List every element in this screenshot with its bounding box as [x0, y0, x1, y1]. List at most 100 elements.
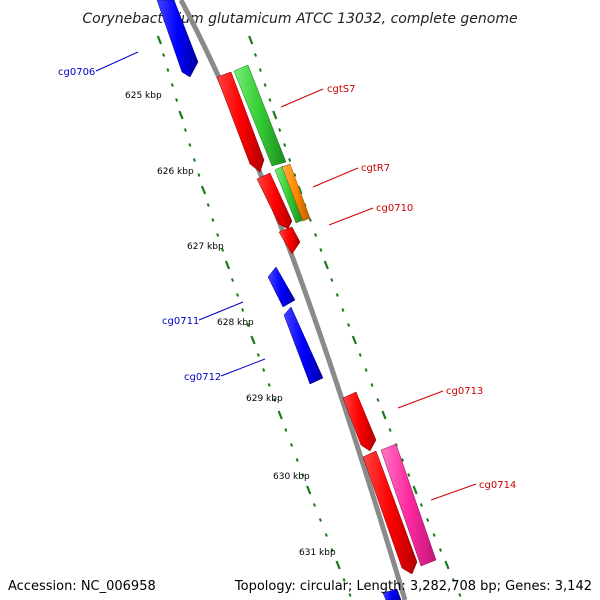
gene-labels: cg0706 cgtS7 cgtR7 cg0710 cg0711 cg0712 … — [58, 67, 516, 491]
tick-mark — [262, 368, 266, 372]
tick-mark — [348, 593, 352, 597]
tick-mark — [351, 335, 358, 345]
tick-mark — [268, 98, 272, 102]
topology-text: Topology: circular; Length: 3,282,708 bp… — [234, 579, 592, 594]
tick-mark — [364, 368, 368, 372]
tick-mark — [295, 458, 299, 462]
tick-mark — [370, 383, 374, 387]
tick-mark — [166, 68, 170, 72]
gene-label-cg0706[interactable]: cg0706 — [58, 67, 95, 78]
gene-cg0710-arrow[interactable] — [278, 226, 301, 255]
tick-mark — [381, 410, 387, 420]
callout-cg0713 — [397, 390, 444, 409]
gene-cg0706-arrow[interactable] — [156, 0, 199, 78]
tick-mark — [175, 98, 179, 102]
scale-labels: 625 kbp 626 kbp 627 kbp 628 kbp 629 kbp … — [125, 91, 336, 558]
tick-mark — [178, 110, 184, 120]
tick-mark — [458, 593, 462, 597]
gene-label-cg0713[interactable]: cg0713 — [446, 386, 483, 397]
tick-mark — [314, 233, 318, 237]
tick-mark — [412, 485, 418, 495]
gene-label-cg0712[interactable]: cg0712 — [184, 372, 221, 383]
tick-mark — [388, 428, 392, 432]
tick-mark — [283, 143, 287, 147]
tick-mark — [419, 503, 423, 507]
tick-mark — [342, 578, 346, 582]
tick-mark — [400, 458, 405, 462]
gene-features — [156, 0, 437, 600]
tick-mark — [335, 560, 341, 570]
gene-cgtS7-arrow[interactable] — [216, 71, 265, 173]
tick-mark — [206, 203, 210, 207]
tick-mark — [330, 278, 334, 282]
tick-label-631: 631 kbp — [299, 548, 336, 558]
tick-label-628: 628 kbp — [217, 318, 254, 328]
gene-cgtR7-arrow[interactable] — [256, 172, 293, 230]
callout-cg0714 — [430, 483, 477, 501]
tick-mark — [301, 473, 305, 477]
pseudogene-feature — [380, 443, 437, 567]
gene-cg0713-arrow[interactable] — [342, 391, 377, 452]
tick-mark — [230, 278, 235, 282]
tick-mark — [267, 383, 271, 387]
gene-cg0714-arrow[interactable] — [362, 450, 418, 575]
tick-mark — [438, 548, 443, 552]
tick-mark — [432, 533, 436, 537]
gene-label-cgtR7[interactable]: cgtR7 — [361, 163, 390, 174]
tick-mark — [224, 260, 231, 270]
tick-mark — [162, 53, 166, 57]
tick-mark — [335, 293, 339, 297]
tick-mark — [200, 185, 207, 195]
callout-cg0706 — [95, 51, 139, 72]
tick-mark — [156, 35, 163, 45]
callout-cgtS7 — [280, 88, 324, 108]
tick-mark — [288, 158, 292, 162]
callout-cg0712 — [220, 358, 266, 377]
tick-mark — [376, 398, 380, 402]
tick-mark — [192, 158, 196, 162]
tick-mark — [253, 53, 258, 57]
tick-track-inner — [156, 35, 352, 597]
tick-mark — [250, 335, 256, 345]
tick-mark — [407, 473, 411, 477]
tick-label-625: 625 kbp — [125, 91, 162, 101]
callout-cg0710 — [328, 207, 374, 226]
map-title: Corynebacterium glutamicum ATCC 13032, c… — [82, 11, 517, 27]
tick-mark — [273, 398, 277, 402]
tick-mark — [358, 353, 362, 357]
gene-cg0712-arrow[interactable] — [283, 306, 324, 385]
tick-mark — [324, 533, 328, 537]
tick-mark — [256, 353, 260, 357]
tick-mark — [272, 110, 278, 120]
tick-mark — [330, 548, 334, 552]
tick-label-630: 630 kbp — [273, 472, 310, 482]
tick-mark — [318, 518, 322, 522]
tick-mark — [197, 173, 201, 177]
tick-mark — [263, 83, 267, 87]
genome-backbone — [178, 0, 408, 600]
tick-mark — [258, 68, 262, 72]
tick-mark — [319, 248, 323, 252]
gene-label-cg0710[interactable]: cg0710 — [376, 203, 413, 214]
gene-label-cgtS7[interactable]: cgtS7 — [327, 84, 355, 95]
tick-mark — [323, 260, 329, 270]
tick-mark — [235, 293, 240, 297]
tick-mark — [241, 308, 245, 312]
tick-mark — [347, 323, 351, 327]
gene-label-cg0711[interactable]: cg0711 — [162, 316, 199, 327]
gene-label-cg0714[interactable]: cg0714 — [479, 480, 516, 491]
gene-cg0711-arrow[interactable] — [267, 266, 296, 308]
tick-label-627: 627 kbp — [187, 242, 224, 252]
trna-feature — [281, 163, 311, 222]
tick-mark — [284, 428, 288, 432]
tick-label-626: 626 kbp — [157, 167, 194, 177]
tick-mark — [211, 218, 215, 222]
rrna-feature-1 — [233, 64, 287, 167]
tick-mark — [248, 35, 254, 45]
tick-mark — [289, 443, 294, 447]
tick-mark — [277, 410, 283, 420]
tick-mark — [293, 173, 297, 177]
tick-mark — [170, 83, 174, 87]
callout-cgtR7 — [312, 167, 359, 188]
